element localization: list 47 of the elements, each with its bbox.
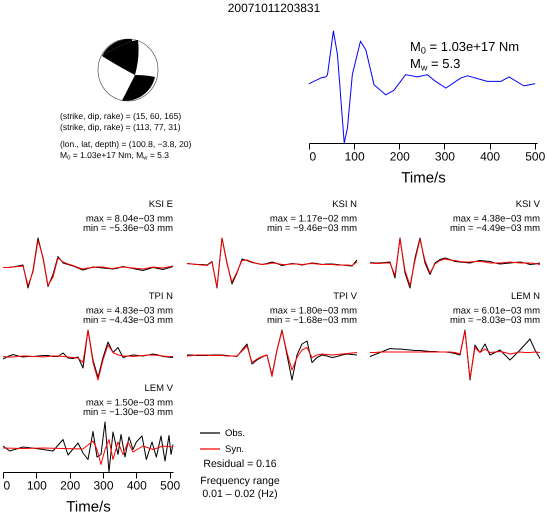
x-tick-label: 200 (390, 150, 410, 164)
chart-title: LEM N (510, 291, 540, 302)
text: min = −5.36e−03 mm (82, 223, 174, 234)
x-tick-label: 400 (480, 150, 500, 164)
chart-title: LEM V (144, 383, 174, 394)
x-axis-title: Time/s (66, 498, 111, 516)
x-tick-label: 500 (160, 478, 180, 492)
x-tick-label: 0 (310, 150, 316, 164)
annotation: M$_{w}$ = 5.3 (410, 56, 460, 72)
x-tick-label: 0 (4, 478, 10, 492)
x-axis-title: Time/s (401, 170, 446, 186)
chart-title: TPI V (333, 291, 358, 302)
text: max = 1.80e−03 mm (270, 306, 358, 316)
legend-label: Obs. (225, 428, 246, 439)
x-tick-label: 300 (434, 150, 456, 164)
text: max = 6.01e−03 mm (452, 306, 540, 316)
text: (strike, dip, rake) = (15, 60, 165) (60, 111, 182, 121)
text: min = −8.03e−03 mm (450, 315, 540, 326)
annotation: M$_{0}$ = 1.03e+17 Nm (410, 39, 520, 56)
text: 0.01 – 0.02 (Hz) (201, 488, 279, 500)
text: max = 4.83e−03 mm (86, 306, 174, 316)
text: max = 4.38e−03 mm (452, 214, 540, 224)
chart-title: KSI E (148, 199, 173, 210)
text: max = 1.50e−03 mm (86, 398, 174, 408)
text: Frequency range (199, 475, 281, 487)
text: min = −4.49e−03 mm (450, 223, 540, 234)
text: (strike, dip, rake) = (113, 77, 31) (60, 122, 181, 132)
x-tick-label: 500 (525, 150, 546, 164)
text: min = −1.68e−03 mm (266, 315, 358, 326)
text: Residual = 0.16 (202, 458, 278, 470)
chart-title: KSI V (516, 199, 541, 210)
chart-title: TPI N (148, 291, 174, 302)
text: min = −4.43e−03 mm (82, 315, 174, 326)
text: max = 1.17e−02 mm (270, 214, 358, 224)
x-tick-label: 400 (126, 478, 148, 492)
legend-label: Syn. (225, 444, 244, 455)
text: min = −9.46e−03 mm (266, 223, 358, 234)
x-tick-label: 300 (93, 478, 114, 492)
x-tick-label: 200 (60, 478, 80, 492)
text: max = 8.04e−03 mm (86, 214, 174, 224)
text: (lon., lat, depth) = (100.8, −3.8, 20) (60, 139, 192, 149)
text: 20071011203831 (226, 1, 322, 15)
chart-title: KSI N (332, 199, 358, 210)
x-tick-label: 100 (26, 478, 48, 492)
x-tick-label: 100 (344, 150, 365, 164)
text: M$_{0}$ = 1.03e+17 Nm, M$_{w}$ = 5.3 (60, 150, 169, 162)
text: min = −1.30e−03 mm (82, 407, 174, 418)
